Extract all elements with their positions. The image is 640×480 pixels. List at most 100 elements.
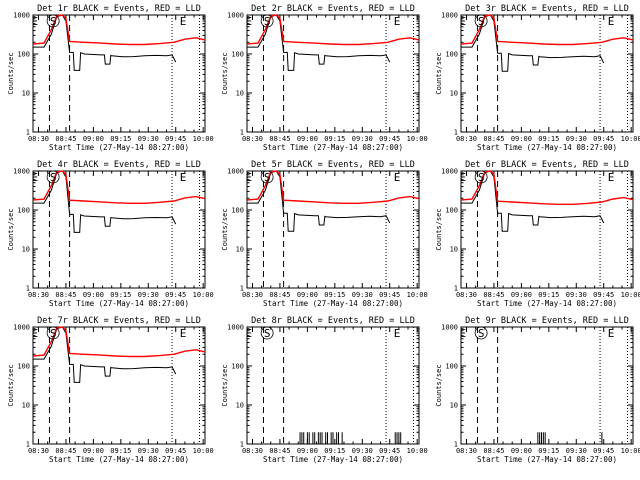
x-tick-label: 10:00 [193,291,214,299]
y-tick-label: 10 [236,90,244,98]
x-tick-label: 10:00 [621,135,640,143]
x-tick-label: 08:30 [242,447,263,455]
series-lld-line [246,170,420,204]
x-axis-label: Start Time (27-May-14 08:27:00) [49,143,189,152]
x-tick-label: 09:00 [297,291,318,299]
y-tick-label: 1 [454,129,458,137]
plot-frame [460,14,634,133]
plot-frame [32,170,206,289]
y-axis-label: Counts/sec [221,52,229,94]
x-tick-label: 10:00 [193,135,214,143]
marker-e: E [394,327,401,340]
x-axis-label: Start Time (27-May-14 08:27:00) [49,455,189,464]
x-axis-label: Start Time (27-May-14 08:27:00) [477,455,617,464]
x-tick-label: 09:15 [324,135,345,143]
plot-frame [246,170,420,289]
x-tick-label: 08:45 [269,135,290,143]
y-tick-label: 100 [17,51,30,59]
x-tick-label: 09:45 [379,135,400,143]
x-tick-label: 09:15 [324,447,345,455]
x-tick-label: 09:00 [83,291,104,299]
series-lld-line [460,170,634,205]
x-tick-label: 09:15 [324,291,345,299]
y-axis-label: Counts/sec [7,52,15,94]
y-tick-label: 1 [454,441,458,449]
x-tick-label: 09:00 [297,447,318,455]
y-tick-label: 10 [236,402,244,410]
y-tick-label: 100 [231,363,244,371]
y-tick-label: 1 [26,129,30,137]
marker-e: E [180,171,187,184]
plot-frame [246,14,420,133]
x-tick-label: 09:45 [379,447,400,455]
x-tick-label: 08:30 [28,291,49,299]
x-tick-label: 09:00 [297,135,318,143]
x-tick-label: 09:15 [110,291,131,299]
x-tick-label: 09:30 [566,291,587,299]
plot-frame [32,326,206,445]
marker-e: E [180,15,187,28]
y-tick-label: 1000 [227,12,244,20]
marker-e: E [608,171,615,184]
y-tick-label: 1000 [441,12,458,20]
panel-1: Det 1r BLACK = Events, RED = LLD 1 10 100 10… [7,4,214,152]
x-tick-label: 09:45 [165,447,186,455]
panel-5: Det 5r BLACK = Events, RED = LLD 1 10 100 10… [221,160,428,308]
x-tick-label: 08:45 [55,447,76,455]
x-tick-label: 10:00 [407,447,428,455]
series-lld-line [32,170,206,204]
y-tick-label: 1 [240,129,244,137]
x-tick-label: 09:45 [593,135,614,143]
marker-s: S [478,15,485,28]
x-tick-label: 10:00 [621,291,640,299]
x-tick-label: 09:45 [593,291,614,299]
plot-frame [460,170,634,289]
marker-e: E [180,327,187,340]
y-tick-label: 10 [450,402,458,410]
y-tick-label: 10 [236,246,244,254]
y-tick-label: 10 [22,246,30,254]
panel-title: Det 9r BLACK = Events, RED = LLD [465,316,629,326]
panel-title: Det 6r BLACK = Events, RED = LLD [465,160,629,170]
x-tick-label: 08:30 [456,447,477,455]
y-tick-label: 100 [17,207,30,215]
x-tick-label: 08:45 [269,447,290,455]
x-tick-label: 10:00 [193,447,214,455]
y-tick-label: 10 [22,402,30,410]
marker-s: S [50,171,57,184]
marker-s-circle [46,326,60,340]
marker-s: S [50,15,57,28]
marker-s-circle [260,326,274,340]
marker-e: E [246,15,253,28]
series-lld-line [32,326,206,358]
panel-title: Det 4r BLACK = Events, RED = LLD [37,160,201,170]
marker-e: E [246,171,253,184]
x-tick-label: 09:30 [138,135,159,143]
x-tick-label: 09:30 [138,291,159,299]
panel-7: Det 7r BLACK = Events, RED = LLD 1 10 100 10… [7,316,214,464]
marker-e: E [32,171,39,184]
x-tick-label: 10:00 [407,135,428,143]
x-tick-label: 08:30 [242,135,263,143]
x-axis-label: Start Time (27-May-14 08:27:00) [263,143,403,152]
panel-4: Det 4r BLACK = Events, RED = LLD 1 10 100 10… [7,160,214,308]
marker-e: E [608,15,615,28]
y-tick-label: 100 [17,363,30,371]
y-tick-label: 100 [445,363,458,371]
y-tick-label: 100 [445,51,458,59]
x-tick-label: 09:45 [165,291,186,299]
marker-s: S [478,171,485,184]
x-tick-label: 09:15 [538,135,559,143]
panel-3: Det 3r BLACK = Events, RED = LLD 1 10 100 10… [435,4,640,152]
x-tick-label: 09:30 [352,291,373,299]
y-axis-label: Counts/sec [435,364,443,406]
x-tick-label: 08:30 [28,447,49,455]
x-axis-label: Start Time (27-May-14 08:27:00) [477,143,617,152]
panel-title: Det 7r BLACK = Events, RED = LLD [37,316,201,326]
x-tick-label: 09:45 [165,135,186,143]
marker-s-circle [260,14,274,28]
marker-s-circle [46,170,60,184]
y-axis-label: Counts/sec [7,208,15,250]
marker-s: S [264,171,271,184]
